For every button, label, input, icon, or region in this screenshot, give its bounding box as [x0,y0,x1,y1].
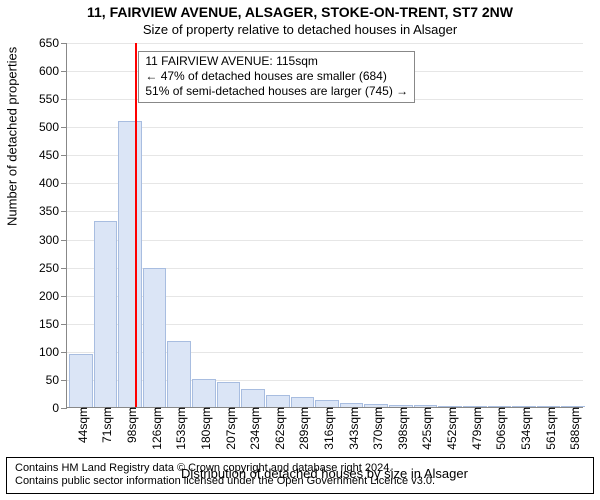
x-tick-label: 207sqm [220,407,238,450]
page-subtitle: Size of property relative to detached ho… [0,22,600,37]
gridline [67,183,583,184]
x-tick-label: 71sqm [96,407,114,443]
x-tick-label: 126sqm [146,407,164,450]
infobox-line: 11 FAIRVIEW AVENUE: 115sqm [145,54,408,69]
gridline [67,43,583,44]
x-tick-label: 425sqm [416,407,434,450]
histogram-bar [266,395,290,407]
attribution-box: Contains HM Land Registry data © Crown c… [6,457,594,495]
gridline [67,211,583,212]
x-tick-label: 506sqm [490,407,508,450]
y-tick-label: 450 [39,148,67,162]
x-tick-label: 343sqm [343,407,361,450]
x-tick-label: 370sqm [367,407,385,450]
x-tick-label: 561sqm [540,407,558,450]
histogram-bar [241,389,265,407]
y-tick-label: 400 [39,176,67,190]
reference-infobox: 11 FAIRVIEW AVENUE: 115sqm← 47% of detac… [138,51,415,103]
x-tick-label: 180sqm [195,407,213,450]
histogram-chart: 0501001502002503003504004505005506006504… [66,43,583,408]
x-tick-label: 98sqm [121,407,139,443]
x-tick-label: 452sqm [441,407,459,450]
x-tick-label: 234sqm [244,407,262,450]
y-tick-label: 500 [39,120,67,134]
y-tick-label: 300 [39,233,67,247]
x-tick-label: 316sqm [318,407,336,450]
histogram-bar [192,379,216,407]
y-tick-label: 250 [39,261,67,275]
y-tick-label: 100 [39,345,67,359]
y-tick-label: 150 [39,317,67,331]
y-tick-label: 550 [39,92,67,106]
page-title: 11, FAIRVIEW AVENUE, ALSAGER, STOKE-ON-T… [0,4,600,20]
reference-line [135,43,137,407]
gridline [67,127,583,128]
histogram-bar [291,397,315,407]
gridline [67,155,583,156]
gridline [67,240,583,241]
attribution-line: Contains HM Land Registry data © Crown c… [15,462,585,476]
attribution-line: Contains public sector information licen… [15,475,585,489]
histogram-bar [217,382,241,407]
infobox-line: 51% of semi-detached houses are larger (… [145,84,408,99]
y-tick-label: 650 [39,36,67,50]
x-tick-label: 398sqm [392,407,410,450]
x-tick-label: 479sqm [466,407,484,450]
x-tick-label: 44sqm [72,407,90,443]
histogram-bar [69,354,93,407]
histogram-bar [167,341,191,407]
histogram-bar [143,268,167,407]
x-tick-label: 289sqm [293,407,311,450]
histogram-bar [118,121,142,407]
x-tick-label: 534sqm [515,407,533,450]
infobox-line: ← 47% of detached houses are smaller (68… [145,69,408,84]
y-tick-label: 0 [52,401,67,415]
y-tick-label: 200 [39,289,67,303]
y-tick-label: 600 [39,64,67,78]
y-tick-label: 350 [39,204,67,218]
x-tick-label: 262sqm [269,407,287,450]
x-tick-label: 588sqm [564,407,582,450]
y-tick-label: 50 [46,373,67,387]
x-tick-label: 153sqm [170,407,188,450]
histogram-bar [94,221,118,407]
y-axis-title: Number of detached properties [5,46,20,225]
histogram-bar [315,400,339,407]
